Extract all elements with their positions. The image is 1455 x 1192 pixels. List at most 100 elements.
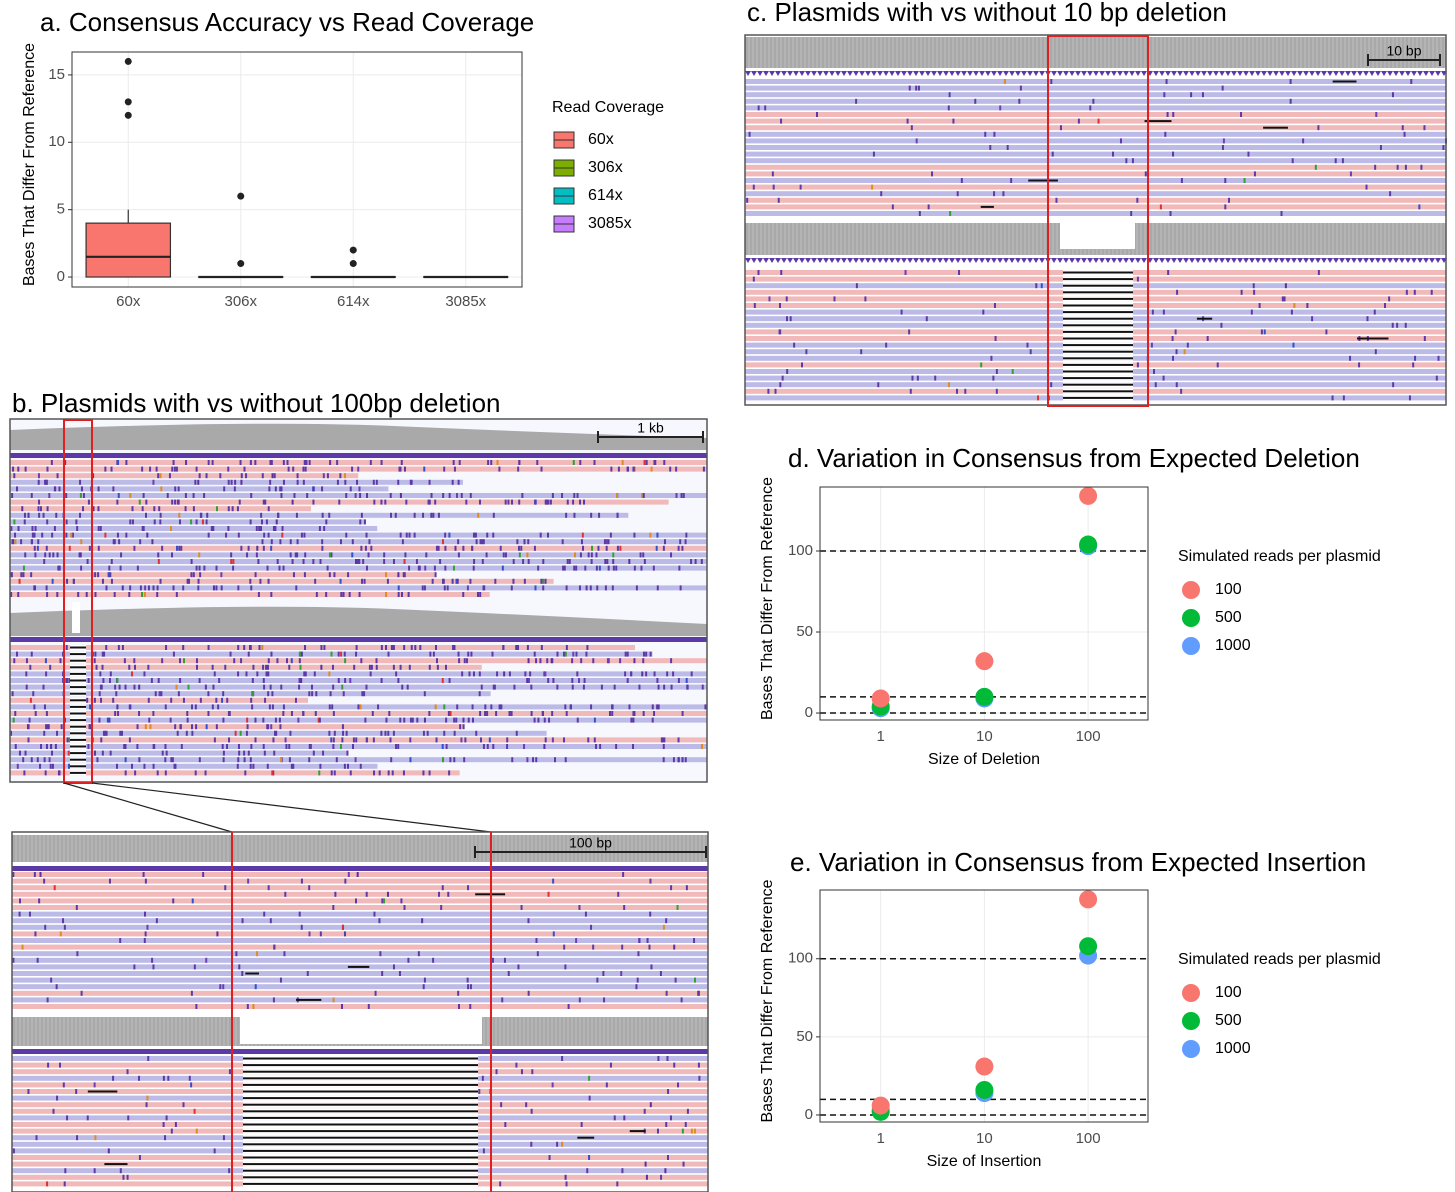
strand-marker [979,71,985,76]
read-mismatch [496,671,498,676]
read-mismatch [76,951,78,956]
read-mismatch [993,191,995,196]
read-mismatch [171,1129,173,1134]
read-mismatch [361,691,363,696]
read-mismatch [536,460,538,465]
read-mismatch [14,539,16,544]
y-tick-label: 5 [57,201,65,218]
read-mismatch [447,892,449,897]
read-mismatch [694,978,696,983]
read-mismatch [534,652,536,657]
x-tick-label: 60x [116,293,141,310]
read-mismatch [257,559,259,564]
read-mismatch [598,513,600,518]
strand-marker [751,71,757,76]
read-mismatch [657,1129,659,1134]
scale-label: 10 bp [1386,43,1421,59]
read-mismatch [314,671,316,676]
read-mismatch [199,566,201,571]
read-mismatch [621,945,623,950]
read-mismatch [49,665,51,670]
read-mismatch [805,349,807,354]
read-mismatch [575,652,577,657]
read-mismatch [701,744,703,749]
read-mismatch [908,329,910,334]
read-mismatch [473,533,475,538]
scale-label: 1 kb [637,420,664,436]
read-mismatch [586,645,588,650]
outlier [125,112,132,119]
read-mismatch [542,579,544,584]
read-mismatch [110,751,112,756]
legend-title: Simulated reads per plasmid [1178,548,1381,565]
read-mismatch [678,678,680,683]
strand-marker [1003,258,1009,263]
read-mismatch [445,718,447,723]
read-mismatch [293,493,295,498]
legend-label: 60x [588,131,614,148]
read-mismatch [280,486,282,491]
read-mismatch [263,546,265,551]
read [10,486,388,491]
read-mismatch [160,513,162,518]
strand-marker [769,71,775,76]
read-mismatch [146,1096,148,1101]
read-mismatch [620,971,622,976]
read-mismatch [146,533,148,538]
read-mismatch [407,685,409,690]
point [1079,937,1097,955]
read-mismatch [279,718,281,723]
read-mismatch [589,1096,591,1101]
read-mismatch [1190,92,1192,97]
read-mismatch [435,645,437,650]
read-mismatch [239,500,241,505]
read-mismatch [13,519,15,524]
read-mismatch [310,744,312,749]
read-mismatch [43,559,45,564]
read-mismatch [578,678,580,683]
strand-marker [931,258,937,263]
read-mismatch [240,480,242,485]
strand-marker [985,258,991,263]
read-deletion [243,1058,478,1060]
read-mismatch [383,552,385,557]
read-mismatch [779,329,781,334]
read-mismatch [477,592,479,597]
read-mismatch [1035,283,1037,288]
read-mismatch [174,467,176,472]
read-mismatch [1241,290,1243,295]
read-mismatch [1163,376,1165,381]
read-mismatch [449,678,451,683]
read-mismatch [650,1102,652,1107]
read-mismatch [535,658,537,663]
read-mismatch [1184,349,1186,354]
read-mismatch [46,467,48,472]
read-mismatch [1396,323,1398,328]
read-mismatch [454,546,456,551]
read-mismatch [372,711,374,716]
read-mismatch [1030,349,1032,354]
read-mismatch [373,480,375,485]
read-mismatch [268,486,270,491]
read-mismatch [623,1115,625,1120]
read-mismatch [476,539,478,544]
read-mismatch [653,711,655,716]
strand-marker [1297,258,1303,263]
read-mismatch [276,519,278,524]
read-mismatch [152,480,154,485]
read-mismatch [137,566,139,571]
read-mismatch [664,539,666,544]
read [12,938,708,943]
read-mismatch [50,764,52,769]
read-mismatch [105,645,107,650]
strand-marker [1207,71,1213,76]
read-mismatch [414,645,416,650]
read-mismatch [531,1069,533,1074]
read-mismatch [127,1115,129,1120]
read-mismatch [457,991,459,996]
read-mismatch [261,519,263,524]
read-mismatch [94,1082,96,1087]
read [10,592,490,597]
strand-marker [955,258,961,263]
read-mismatch [94,698,96,703]
